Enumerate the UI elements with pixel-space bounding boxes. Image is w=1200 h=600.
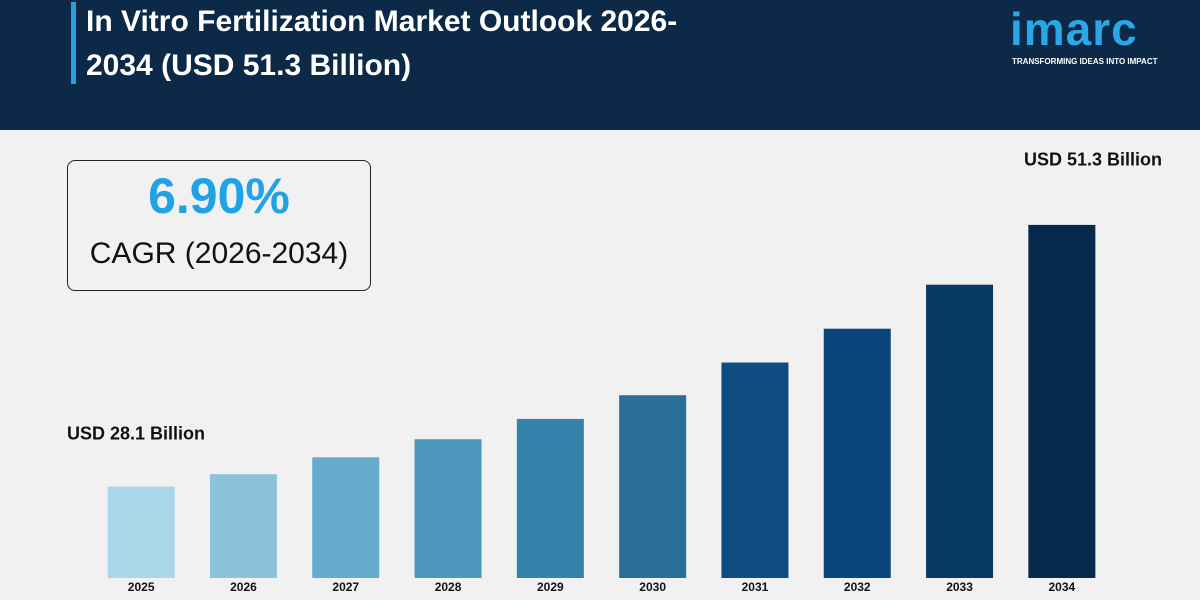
bar — [1028, 224, 1096, 578]
bar — [414, 439, 482, 578]
bar — [107, 486, 175, 578]
bar — [823, 328, 891, 578]
x-tick-label: 2030 — [639, 580, 666, 594]
bar — [926, 284, 994, 578]
value-label: USD 51.3 Billion — [1024, 150, 1162, 170]
x-tick-label: 2034 — [1048, 580, 1075, 594]
value-label: USD 28.1 Billion — [67, 423, 205, 443]
bar — [516, 418, 584, 578]
accent-bar — [71, 2, 76, 84]
x-tick-label: 2033 — [946, 580, 973, 594]
chart-title: In Vitro Fertilization Market Outlook 20… — [86, 5, 678, 82]
x-tick-label: 2025 — [128, 580, 155, 594]
x-tick-label: 2029 — [537, 580, 564, 594]
logo-tagline: TRANSFORMING IDEAS INTO IMPACT — [1012, 57, 1158, 66]
bar — [209, 474, 277, 578]
x-tick-label: 2026 — [230, 580, 257, 594]
x-tick-label: 2031 — [742, 580, 769, 594]
x-tick-label: 2028 — [435, 580, 462, 594]
x-tick-label: 2032 — [844, 580, 871, 594]
bar — [312, 457, 380, 578]
cagr-box: 6.90% CAGR (2026-2034) — [67, 160, 371, 291]
header: In Vitro Fertilization Market Outlook 20… — [0, 0, 1200, 130]
x-tick-label: 2027 — [332, 580, 359, 594]
bar — [721, 362, 789, 578]
logo: imarc — [1010, 3, 1138, 55]
bar — [619, 395, 687, 578]
cagr-value: 6.90% — [148, 168, 290, 224]
cagr-label: CAGR (2026-2034) — [89, 237, 349, 270]
